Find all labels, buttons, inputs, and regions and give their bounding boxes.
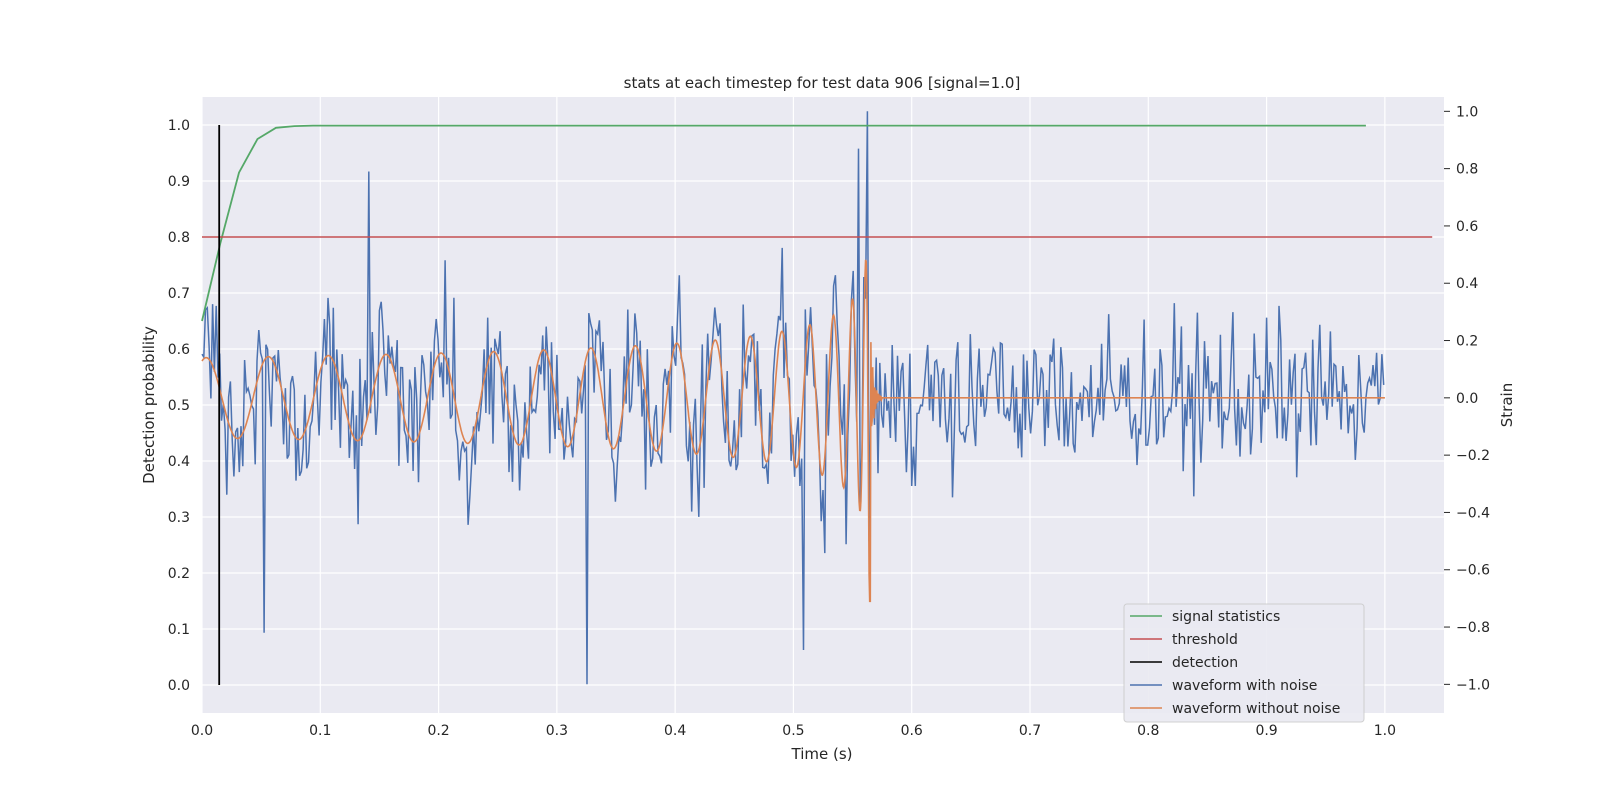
right-tick-label: 0.8 xyxy=(1456,162,1478,178)
right-tick-label: −0.2 xyxy=(1456,448,1490,464)
series-waveform-without-noise xyxy=(201,259,1385,603)
x-tick-label: 0.7 xyxy=(1019,723,1041,739)
right-axis-label: Strain xyxy=(1498,383,1516,427)
right-tick-label: 0.2 xyxy=(1456,334,1478,350)
right-tick-label: 0.0 xyxy=(1456,391,1478,407)
left-axis-label: Detection probability xyxy=(140,326,158,484)
right-tick-label: −0.4 xyxy=(1456,505,1490,521)
x-axis-label: Time (s) xyxy=(791,745,853,763)
x-tick-label: 0.8 xyxy=(1137,723,1159,739)
right-tick-label: −0.6 xyxy=(1456,563,1490,579)
legend-label-detection: detection xyxy=(1172,655,1238,671)
x-tick-label: 0.9 xyxy=(1255,723,1277,739)
left-tick-label: 1.0 xyxy=(168,118,190,134)
legend-label-threshold: threshold xyxy=(1172,632,1238,648)
series-layer xyxy=(201,111,1433,685)
left-tick-label: 0.0 xyxy=(168,678,190,694)
x-tick-label: 0.5 xyxy=(782,723,804,739)
left-tick-label: 0.7 xyxy=(168,286,190,302)
left-tick-label: 0.5 xyxy=(168,398,190,414)
x-tick-label: 0.4 xyxy=(664,723,686,739)
left-axis-ticks: 0.0 0.1 0.2 0.3 0.4 0.5 0.6 0.7 0.8 0.9 1.0 xyxy=(168,118,190,694)
x-tick-label: 0.2 xyxy=(427,723,449,739)
legend-label-signal-statistics: signal statistics xyxy=(1172,609,1280,625)
x-tick-label: 0.0 xyxy=(191,723,213,739)
series-signal-statistics xyxy=(201,124,1366,322)
left-tick-label: 0.2 xyxy=(168,566,190,582)
legend-box xyxy=(1123,603,1365,723)
legend: signal statistics threshold detection wa… xyxy=(1123,603,1365,723)
left-tick-label: 0.6 xyxy=(168,342,190,358)
right-tick-label: 1.0 xyxy=(1456,104,1478,120)
left-tick-label: 0.4 xyxy=(168,454,190,470)
left-tick-label: 0.1 xyxy=(168,622,190,638)
right-tick-label: −0.8 xyxy=(1456,620,1490,636)
legend-label-waveform-with-noise: waveform with noise xyxy=(1172,678,1317,694)
left-tick-label: 0.3 xyxy=(168,510,190,526)
right-tick-label: 0.4 xyxy=(1456,276,1478,292)
left-tick-label: 0.9 xyxy=(168,174,190,190)
x-tick-label: 1.0 xyxy=(1374,723,1396,739)
right-tick-label: 0.6 xyxy=(1456,219,1478,235)
right-axis-ticks: −1.0 −0.8 −0.6 −0.4 −0.2 0.0 0.2 0.4 0.6 0.8 1.0 xyxy=(1444,104,1490,693)
x-tick-label: 0.3 xyxy=(546,723,568,739)
x-axis-ticks: 0.0 0.1 0.2 0.3 0.4 0.5 0.6 0.7 0.8 0.9 1.0 xyxy=(191,723,1396,739)
chart-title: stats at each timestep for test data 906… xyxy=(624,74,1021,92)
series-waveform-with-noise xyxy=(201,111,1385,685)
x-tick-label: 0.6 xyxy=(901,723,923,739)
right-tick-label: −1.0 xyxy=(1456,677,1490,693)
x-tick-label: 0.1 xyxy=(309,723,331,739)
left-tick-label: 0.8 xyxy=(168,230,190,246)
legend-label-waveform-without-noise: waveform without noise xyxy=(1172,701,1340,717)
